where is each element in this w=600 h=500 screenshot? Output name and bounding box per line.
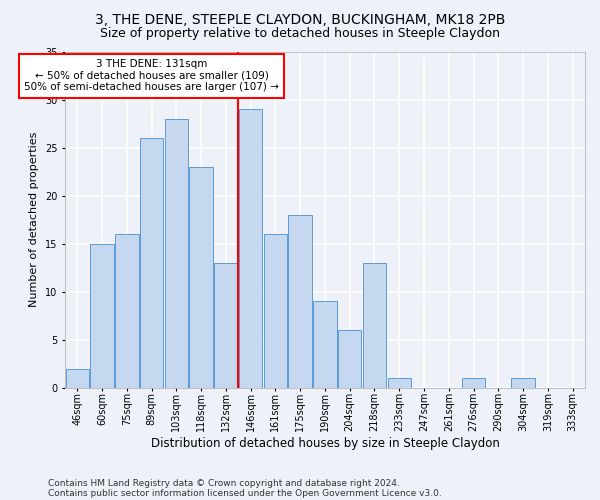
Bar (214, 263, 238, 388)
Bar (363, 263, 386, 388)
X-axis label: Distribution of detached houses by size in Steeple Claydon: Distribution of detached houses by size … (151, 437, 499, 450)
Bar (164, 119, 188, 388)
Bar (313, 302, 337, 388)
Text: Contains HM Land Registry data © Crown copyright and database right 2024.: Contains HM Land Registry data © Crown c… (48, 478, 400, 488)
Bar (239, 109, 262, 388)
Text: Contains public sector information licensed under the Open Government Licence v3: Contains public sector information licen… (48, 488, 442, 498)
Bar (511, 378, 535, 388)
Bar (190, 167, 213, 388)
Y-axis label: Number of detached properties: Number of detached properties (29, 132, 39, 308)
Bar (140, 138, 163, 388)
Text: 3 THE DENE: 131sqm
← 50% of detached houses are smaller (109)
50% of semi-detach: 3 THE DENE: 131sqm ← 50% of detached hou… (24, 59, 279, 92)
Bar (115, 234, 139, 388)
Bar (462, 378, 485, 388)
Text: Size of property relative to detached houses in Steeple Claydon: Size of property relative to detached ho… (100, 28, 500, 40)
Bar (388, 378, 411, 388)
Bar (91, 244, 114, 388)
Bar (263, 234, 287, 388)
Bar (338, 330, 361, 388)
Bar (65, 368, 89, 388)
Text: 3, THE DENE, STEEPLE CLAYDON, BUCKINGHAM, MK18 2PB: 3, THE DENE, STEEPLE CLAYDON, BUCKINGHAM… (95, 12, 505, 26)
Bar (289, 215, 312, 388)
